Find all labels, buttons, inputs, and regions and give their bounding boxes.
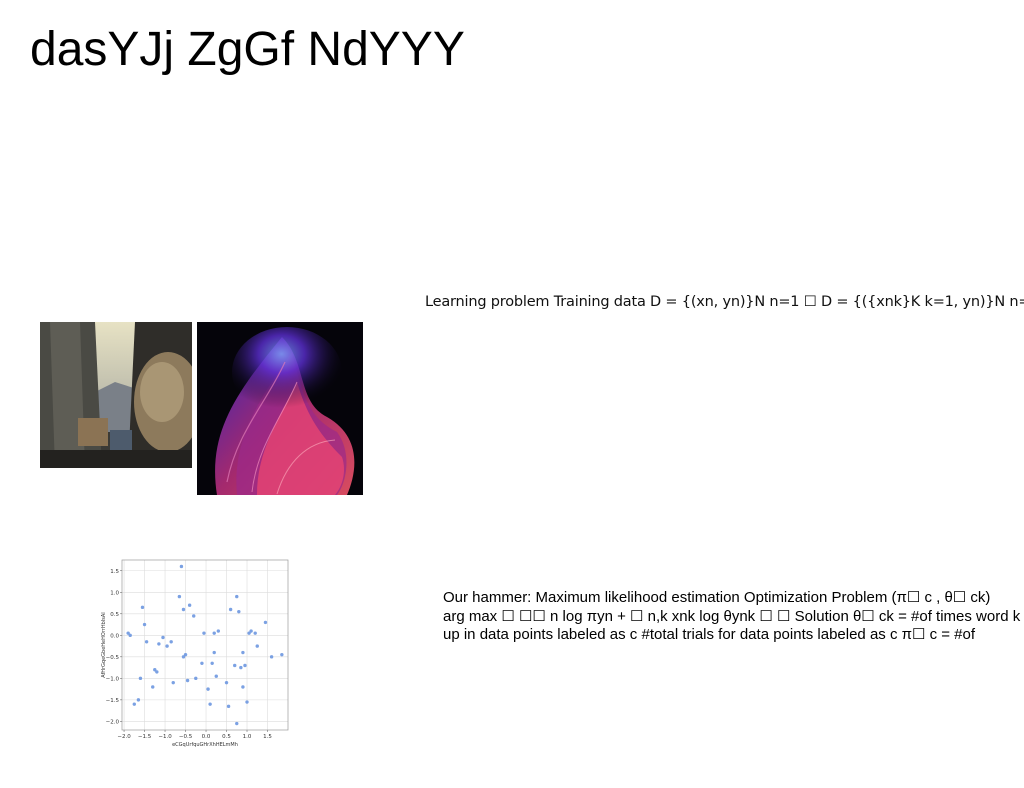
x-tick-label: 1.5: [263, 734, 272, 740]
scatter-point: [239, 665, 243, 670]
scatter-point: [202, 631, 206, 635]
x-tick-label: −2.0: [117, 734, 131, 740]
scatter-point: [235, 594, 239, 599]
scatter-point: [153, 668, 157, 672]
y-tick-label: 1.5: [110, 569, 119, 575]
scatter-points: [126, 564, 284, 726]
y-axis-ticks: 1.5 1.0 0.5 0.0 −0.5 −1.0 −1.5 −2.0: [106, 569, 122, 725]
scatter-point: [224, 680, 229, 685]
scatter-point: [179, 564, 184, 569]
scatter-point: [212, 631, 216, 635]
scatter-point: [245, 700, 249, 704]
scatter-point: [157, 642, 161, 646]
scatter-point: [192, 614, 196, 618]
scatter-point: [165, 644, 169, 648]
scatter-point: [216, 629, 221, 633]
scatter-plot-svg: −2.0 −1.5 −1.0 −0.5 0.0 0.5 1.0 1.5 1.5 1.0 0.5 0.…: [101, 559, 289, 748]
y-tick-label: −1.5: [106, 698, 120, 704]
scatter-point: [210, 661, 214, 665]
y-axis-label: AfHrGqeGbeHeHOrrHbIsAI: [101, 612, 107, 678]
x-tick-label: −0.5: [179, 734, 193, 740]
scatter-point: [138, 676, 143, 681]
scatter-point: [249, 629, 253, 633]
scatter-point: [263, 620, 268, 625]
scatter-point: [177, 594, 182, 599]
scatter-point: [241, 685, 245, 689]
scatter-point: [241, 650, 245, 655]
scatter-point: [237, 609, 241, 614]
scatter-point: [183, 652, 188, 657]
y-tick-label: −2.0: [106, 719, 120, 725]
y-tick-label: 1.0: [110, 590, 119, 596]
y-tick-label: 0.0: [110, 633, 119, 639]
scatter-point: [144, 640, 149, 644]
scatter-point: [200, 661, 204, 665]
scatter-point: [226, 704, 231, 709]
scatter-point: [269, 655, 274, 659]
scatter-point: [181, 655, 186, 659]
chart-grid: [122, 560, 288, 730]
scatter-point: [140, 605, 145, 610]
y-tick-label: −1.0: [106, 676, 120, 682]
x-tick-label: 1.0: [243, 734, 252, 740]
scatter-point: [155, 670, 159, 674]
abstract-fluid-image: [197, 322, 363, 495]
scatter-point: [255, 644, 259, 648]
scatter-point: [187, 603, 192, 607]
scatter-point: [253, 631, 257, 635]
x-axis-label: eCGqUrfquGHrXhHELmMh: [172, 742, 238, 748]
scatter-point: [208, 702, 212, 706]
mle-line: up in data points labeled as c #total tr…: [443, 626, 976, 643]
scatter-point: [228, 607, 233, 612]
scatter-point: [212, 650, 216, 655]
scatter-point: [142, 622, 147, 627]
scatter-point: [151, 685, 155, 689]
scatter-point: [194, 676, 198, 681]
y-tick-label: −0.5: [106, 655, 120, 661]
y-tick-label: 0.5: [110, 612, 119, 618]
scatter-point: [126, 631, 130, 635]
scatter-point: [161, 635, 165, 640]
scatter-point: [181, 607, 186, 612]
scatter-point: [214, 674, 218, 678]
scatter-point: [233, 663, 237, 668]
scatter-point: [243, 663, 247, 668]
scatter-point: [235, 721, 239, 726]
x-tick-label: 0.5: [222, 734, 231, 740]
scatter-point: [136, 698, 141, 702]
alley-photo: [40, 322, 192, 468]
scatter-point: [280, 652, 284, 657]
learning-problem-text: Learning problem Training data D = {(xn,…: [425, 294, 1024, 310]
scatter-point: [206, 687, 210, 691]
scatter-point: [185, 678, 190, 683]
scatter-chart: −2.0 −1.5 −1.0 −0.5 0.0 0.5 1.0 1.5 1.5 1.0 0.5 0.…: [98, 556, 294, 754]
x-tick-label: 0.0: [202, 734, 211, 740]
scatter-point: [132, 702, 136, 706]
x-tick-label: −1.0: [158, 734, 172, 740]
scatter-point: [171, 680, 175, 685]
scatter-point: [128, 633, 132, 638]
x-tick-label: −1.5: [138, 734, 152, 740]
mle-line: arg max ☐ ☐☐ n log πyn + ☐ n,k xnk log θ…: [443, 607, 1021, 625]
plot-frame: [121, 559, 289, 731]
mle-line: Our hammer: Maximum likelihood estimatio…: [443, 589, 991, 606]
scatter-point: [247, 631, 251, 635]
mle-text-block: Our hammer: Maximum likelihood estimatio…: [443, 589, 1023, 645]
scatter-point: [169, 640, 173, 644]
x-axis-ticks: −2.0 −1.5 −1.0 −0.5 0.0 0.5 1.0 1.5: [117, 730, 272, 740]
slide-title: dasYJj ZgGf NdYYY: [30, 23, 465, 76]
